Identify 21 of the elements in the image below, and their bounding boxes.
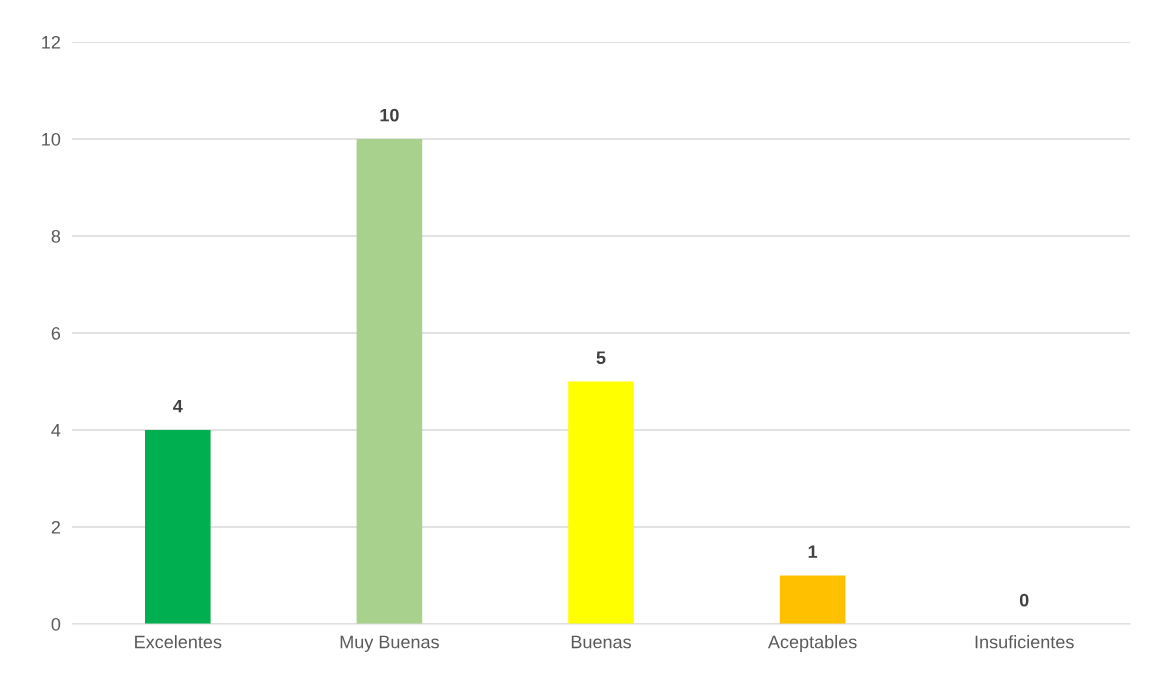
bar (568, 381, 634, 624)
data-label: 5 (596, 351, 606, 365)
bar (145, 430, 211, 624)
data-label: 4 (173, 399, 183, 413)
y-tick-label: 4 (51, 424, 61, 437)
y-tick-label: 8 (51, 229, 61, 243)
x-tick-label: Insuficientes (975, 635, 1074, 649)
x-tick-label: Muy Buenas (340, 635, 439, 652)
y-tick-label: 0 (51, 617, 61, 631)
y-tick-label: 12 (42, 35, 60, 49)
y-tick-label: 2 (51, 520, 60, 534)
bar (779, 575, 846, 624)
data-label: 10 (380, 108, 399, 122)
y-tick-label: 10 (42, 132, 61, 146)
x-tick-label: Buenas (571, 635, 631, 649)
data-label: 0 (1019, 593, 1029, 607)
y-tick-label: 6 (51, 326, 61, 340)
x-tick-label: Excelentes (135, 635, 222, 649)
bar (356, 139, 423, 624)
data-label: 1 (808, 545, 818, 558)
x-tick-label: Aceptables (767, 635, 857, 652)
